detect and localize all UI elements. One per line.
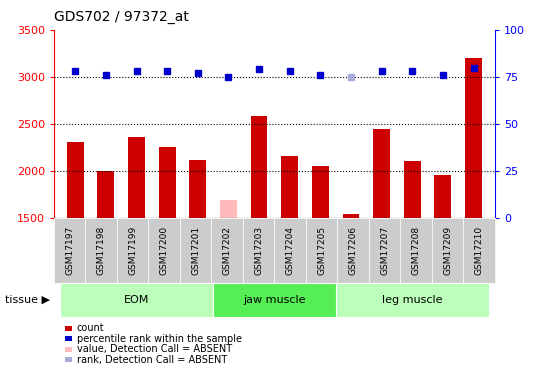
Bar bbox=[67, 142, 84, 218]
Text: GSM17201: GSM17201 bbox=[191, 226, 200, 275]
Bar bbox=[465, 58, 482, 217]
Bar bbox=[220, 200, 237, 217]
Text: GSM17205: GSM17205 bbox=[317, 226, 326, 275]
Bar bbox=[343, 214, 359, 217]
Text: rank, Detection Call = ABSENT: rank, Detection Call = ABSENT bbox=[77, 355, 227, 364]
Text: GSM17197: GSM17197 bbox=[65, 226, 74, 275]
Bar bbox=[435, 176, 451, 217]
Bar bbox=[373, 129, 390, 218]
Text: GDS702 / 97372_at: GDS702 / 97372_at bbox=[54, 10, 189, 24]
Text: GSM17206: GSM17206 bbox=[349, 226, 358, 275]
Bar bbox=[97, 171, 114, 217]
Text: EOM: EOM bbox=[124, 295, 149, 305]
Text: tissue ▶: tissue ▶ bbox=[5, 295, 51, 305]
Bar bbox=[312, 166, 329, 218]
Text: GSM17199: GSM17199 bbox=[128, 226, 137, 275]
Text: GSM17208: GSM17208 bbox=[412, 226, 421, 275]
Bar bbox=[251, 116, 267, 218]
Text: GSM17203: GSM17203 bbox=[254, 226, 263, 275]
Text: jaw muscle: jaw muscle bbox=[243, 295, 306, 305]
Text: value, Detection Call = ABSENT: value, Detection Call = ABSENT bbox=[77, 344, 232, 354]
Text: leg muscle: leg muscle bbox=[382, 295, 442, 305]
Text: GSM17207: GSM17207 bbox=[380, 226, 389, 275]
Bar bbox=[128, 137, 145, 218]
Text: GSM17204: GSM17204 bbox=[286, 226, 295, 275]
Text: GSM17200: GSM17200 bbox=[160, 226, 168, 275]
Text: GSM17198: GSM17198 bbox=[96, 226, 105, 275]
Text: count: count bbox=[77, 323, 104, 333]
Bar bbox=[281, 156, 298, 218]
Text: GSM17210: GSM17210 bbox=[475, 226, 484, 275]
Bar bbox=[159, 147, 175, 218]
Bar bbox=[189, 160, 206, 218]
Text: GSM17209: GSM17209 bbox=[443, 226, 452, 275]
Text: GSM17202: GSM17202 bbox=[223, 226, 232, 275]
Bar bbox=[404, 161, 421, 218]
Text: percentile rank within the sample: percentile rank within the sample bbox=[77, 334, 242, 344]
